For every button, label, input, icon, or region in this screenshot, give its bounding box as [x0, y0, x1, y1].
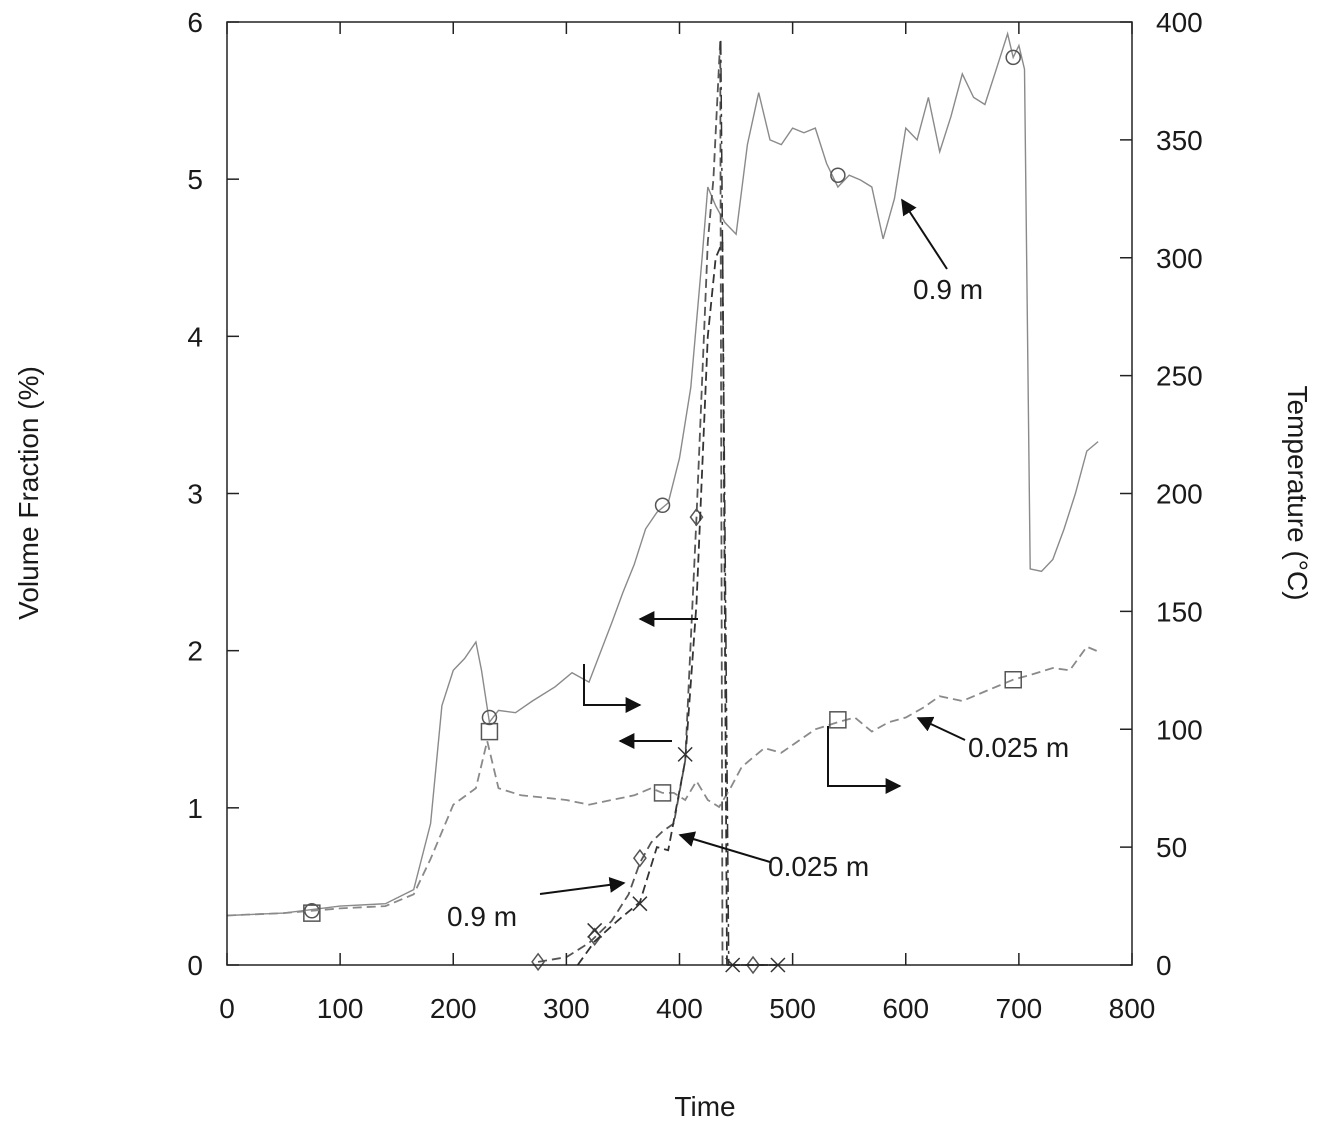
y2-tick-label: 250	[1156, 361, 1203, 392]
y2-tick-label: 300	[1156, 243, 1203, 274]
marker-diamond	[531, 952, 546, 972]
marker-circle	[481, 709, 498, 726]
callout-arrow-0.9m-temperature	[901, 198, 948, 270]
x-axis-title: Time	[674, 1091, 735, 1122]
x-tick-label: 500	[769, 993, 816, 1024]
marker-square	[480, 722, 499, 741]
y2-tick-label: 50	[1156, 832, 1187, 863]
series-line-0	[226, 31, 1099, 917]
x-tick-label: 0	[219, 993, 235, 1024]
series-layer	[226, 31, 1099, 975]
x-tick-label: 600	[882, 993, 929, 1024]
x-tick-label: 300	[543, 993, 590, 1024]
axes: 0 100 200 300 400 500 600 700 800012345605010015…	[187, 7, 1202, 1024]
y2-tick-label: 200	[1156, 479, 1203, 510]
y2-tick-label: 400	[1156, 7, 1203, 38]
series-line-2	[537, 40, 776, 966]
y2-tick-label: 100	[1156, 714, 1203, 745]
annotation-0.9m-volume: 0.9 m	[447, 901, 517, 932]
axis-pointer-left-1	[638, 611, 698, 627]
y-tick-label: 6	[187, 7, 203, 38]
marker-square	[1004, 670, 1022, 689]
y-tick-label: 2	[187, 636, 203, 667]
y2-tick-label: 350	[1156, 125, 1203, 156]
marker-cross	[587, 922, 603, 938]
marker-diamond	[632, 848, 647, 868]
annotation-0.025m-temperature: 0.025 m	[968, 732, 1069, 763]
marker-circle	[654, 497, 671, 514]
vertical-reference-line	[720, 40, 730, 966]
y2-axis-title: Temperature (°C)	[1282, 385, 1313, 600]
callout-arrow-0.025m-volume	[678, 831, 771, 863]
callout-arrow-0.025m-temperature	[916, 716, 966, 741]
marker-cross	[677, 746, 693, 762]
y2-tick-label: 150	[1156, 596, 1203, 627]
y-tick-label: 0	[187, 950, 203, 981]
callout-arrows	[539, 198, 966, 895]
marker-circle	[830, 167, 846, 183]
axis-pointer-right-2	[827, 726, 902, 794]
x-tick-label: 100	[317, 993, 364, 1024]
x-tick-label: 800	[1109, 993, 1156, 1024]
annotation-0.9m-temperature: 0.9 m	[913, 274, 983, 305]
marker-diamond	[746, 955, 760, 975]
y-tick-label: 1	[187, 793, 203, 824]
y-tick-label: 5	[187, 164, 203, 195]
x-tick-label: 400	[656, 993, 703, 1024]
axis-pointer-right-1	[583, 664, 642, 713]
y-tick-label: 3	[187, 479, 203, 510]
series-line-1	[226, 645, 1099, 917]
y-axis-title: Volume Fraction (%)	[13, 366, 44, 620]
marker-cross	[632, 896, 648, 912]
marker-circle	[1005, 49, 1021, 66]
callout-arrow-0.9m-volume	[539, 876, 626, 895]
marker-square	[653, 784, 672, 802]
x-tick-label: 700	[996, 993, 1043, 1024]
x-tick-label: 200	[430, 993, 477, 1024]
plot-frame	[226, 21, 1133, 966]
annotation-0.025m-volume: 0.025 m	[768, 851, 869, 882]
marker-square	[303, 904, 321, 922]
y-tick-label: 4	[187, 321, 203, 352]
y2-tick-label: 0	[1156, 950, 1172, 981]
series-line-3	[576, 241, 776, 966]
marker-square	[829, 711, 847, 729]
